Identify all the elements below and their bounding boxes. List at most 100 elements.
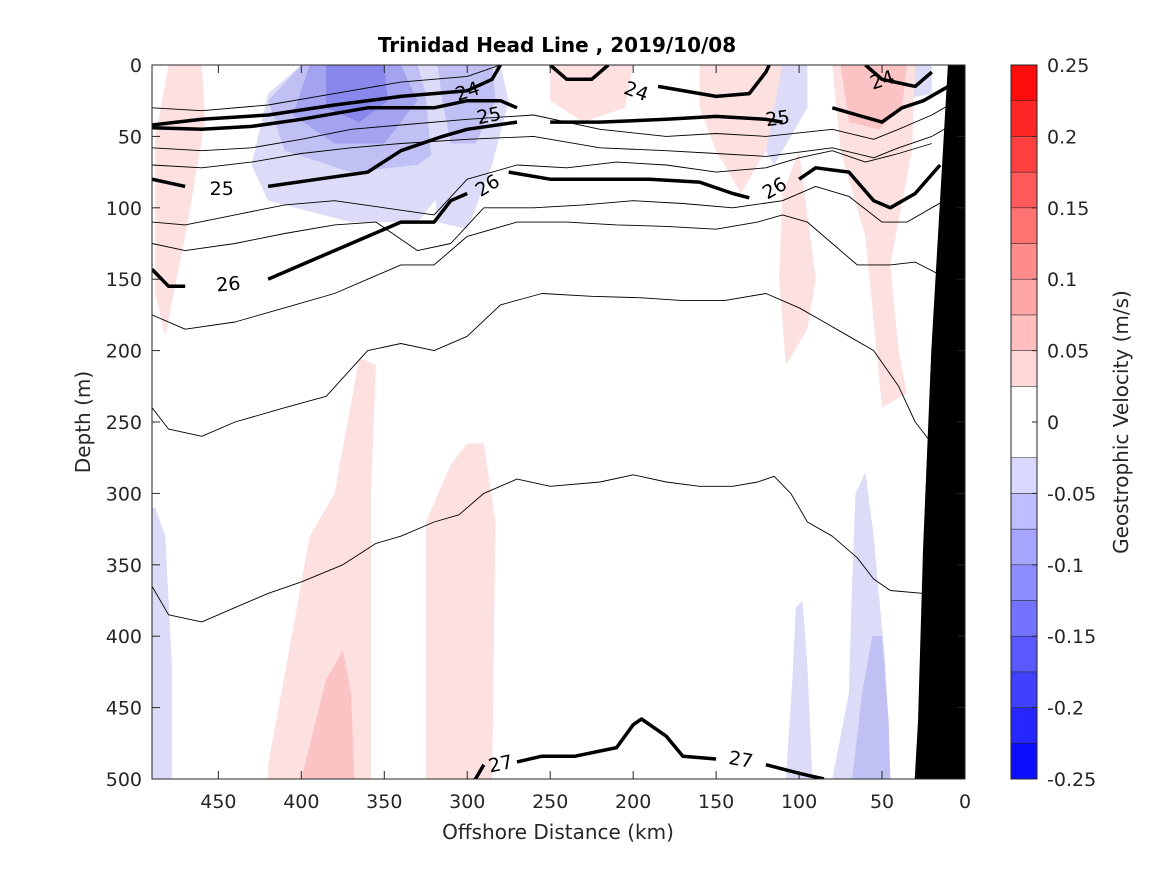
x-tick-label: 300: [449, 791, 485, 813]
colorbar-tick-label: 0.2: [1047, 126, 1077, 148]
bathymetry-shape: [914, 65, 965, 779]
y-tick-label: 450: [106, 698, 142, 720]
velocity-patch-neg: [785, 600, 813, 779]
y-tick-label: 500: [106, 769, 142, 791]
x-axis-title: Offshore Distance (km): [442, 820, 674, 844]
colorbar-tick-label: -0.05: [1047, 483, 1096, 505]
density-contour-24: [657, 65, 771, 99]
density-contour-25: [267, 120, 518, 189]
y-tick-label: 50: [118, 126, 142, 148]
contour-label-text: 26: [215, 272, 241, 296]
y-axis-title: Depth (m): [71, 371, 95, 473]
colorbar-tick-label: 0.1: [1047, 269, 1077, 291]
x-tick-label: 0: [959, 791, 971, 813]
y-tick-label: 300: [106, 483, 142, 505]
colorbar-bin: [1010, 743, 1038, 780]
x-axis: 450 400 350 300 250 200 150 100 50 0: [200, 65, 971, 813]
y-tick-label: 200: [106, 341, 142, 363]
velocity-patch-pos: [155, 65, 206, 337]
y-tick-label: 100: [106, 198, 142, 220]
contour-label-text: 25: [475, 103, 503, 130]
x-tick-label: 350: [366, 791, 402, 813]
density-contour-27: [472, 763, 486, 779]
density-contour-26: [798, 163, 942, 210]
y-tick-label: 150: [106, 269, 142, 291]
colorbar-bin: [1010, 493, 1038, 530]
colorbar-bin: [1010, 528, 1038, 566]
contour-label: 27: [727, 747, 755, 773]
x-tick-label: 200: [615, 791, 651, 813]
colorbar-bin: [1010, 564, 1038, 601]
colorbar-bin: [1010, 671, 1038, 708]
contour-label-text: 25: [764, 106, 791, 131]
density-contour-26: [508, 170, 750, 200]
contour-label: 25: [475, 103, 503, 130]
density-contour-minor: [152, 100, 957, 152]
colorbar-bin: [1010, 278, 1038, 316]
velocity-patch-pos: [425, 443, 496, 779]
y-tick-label: 400: [106, 626, 142, 648]
density-contour-24: [549, 65, 610, 82]
density-contour-27: [516, 717, 717, 764]
density-contour-24: [152, 65, 502, 127]
density-contour-26: [267, 191, 468, 281]
colorbar-tick-label: -0.1: [1047, 555, 1084, 577]
x-tick-label: 100: [781, 791, 817, 813]
density-contour-minor: [152, 121, 957, 169]
x-tick-label: 150: [698, 791, 734, 813]
contour-label: 25: [764, 106, 791, 131]
x-tick-label: 450: [200, 791, 236, 813]
colorbar-bin: [1010, 136, 1038, 173]
contour-label-text: 27: [727, 747, 755, 773]
colorbar-bin: [1010, 207, 1038, 244]
density-contour-24: [864, 65, 933, 89]
density-contours: [152, 65, 957, 779]
x-tick-label: 400: [283, 791, 319, 813]
contour-label-text: 27: [486, 751, 514, 778]
contour-label-text: 25: [210, 178, 234, 200]
colorbar-tick-label: 0: [1047, 412, 1059, 434]
density-contour-25: [152, 177, 186, 189]
velocity-patch-pos: [832, 65, 916, 408]
colorbar-bin: [1010, 243, 1038, 280]
colorbar-bin: [1010, 100, 1038, 137]
x-tick-label: 50: [870, 791, 894, 813]
colorbar-bin: [1010, 314, 1038, 351]
velocity-patch-pos: [779, 150, 816, 365]
density-contour-minor: [152, 293, 957, 444]
y-tick-label: 0: [130, 55, 142, 77]
colorbar-tick-label: 0.25: [1047, 55, 1089, 77]
contour-label: 25: [210, 178, 234, 200]
bathymetry: [914, 65, 965, 779]
colorbar-bin: [1010, 457, 1038, 494]
density-contour-minor: [152, 474, 924, 623]
y-tick-label: 350: [106, 555, 142, 577]
colorbar-title: Geostrophic Velocity (m/s): [1109, 290, 1133, 554]
density-contour-minor: [152, 214, 949, 330]
chart-title: Trinidad Head Line , 2019/10/08: [378, 33, 736, 57]
colorbar-bin: [1010, 350, 1038, 387]
colorbar-bin: [1010, 600, 1038, 637]
density-contour-minor: [152, 185, 957, 252]
density-contour-25: [550, 114, 783, 124]
colorbar-bin: [1010, 635, 1038, 673]
density-contour-26: [152, 267, 186, 289]
density-contour-25: [152, 98, 518, 132]
density-contour-25: [831, 84, 950, 124]
velocity-patch-pos: [268, 357, 376, 779]
density-contour-minor: [152, 65, 501, 112]
velocity-patch-neg: [152, 507, 172, 779]
colorbar-bin: [1010, 707, 1038, 744]
colorbar-tick-label: -0.15: [1047, 626, 1096, 648]
contour-label: 27: [486, 751, 514, 778]
velocity-patch-neg: [852, 636, 891, 779]
x-tick-label: 250: [532, 791, 568, 813]
y-axis: 0 50 100 150 200 250 300 350 400 450 500: [106, 55, 965, 791]
colorbar-axis: 0.25 0.2 0.15 0.1 0.05 0 -0.05 -0.1 -0.15 -0.2 -0.…: [1032, 55, 1096, 791]
y-tick-label: 250: [106, 412, 142, 434]
colorbar-bin: [1010, 171, 1038, 209]
velocity-patch-pos: [301, 650, 355, 779]
contour-label: 26: [215, 272, 241, 296]
